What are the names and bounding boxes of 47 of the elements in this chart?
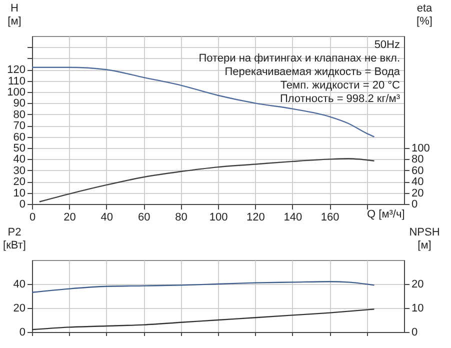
y-tick-label: 100 [7,86,26,98]
y2-tick-label: 20 [412,278,424,290]
y2-tick-label: 0 [412,326,418,338]
line-series [31,281,375,293]
x-tick-label: 20 [64,212,76,224]
x-tick-label: 140 [284,212,302,224]
annotation: Темп. жидкости = 20 °C [280,80,400,92]
annotation: Перекачиваемая жидкость = Вода [224,66,401,78]
x-tick-label: 60 [138,212,150,224]
y2-tick-label: 80 [412,154,424,166]
y2-axis-title: NPSH [м] [409,226,440,252]
line-series [31,66,375,138]
y-tick-label: 20 [13,176,26,188]
y2-tick-label: 10 [412,302,424,314]
x-tick-label: 120 [246,212,265,224]
x-tick-label: 0 [29,212,36,224]
y-tick-label: 0 [19,198,26,210]
y-axis-title: P2 [кВт] [3,226,26,252]
y-tick-label: 120 [7,64,26,76]
x-tick-label: 80 [175,212,188,224]
y2-tick-label: 20 [412,187,424,200]
y-tick-label: 40 [13,154,26,166]
x-tick-label: 160 [320,212,340,224]
y2-tick-label: 0 [412,198,418,210]
y2-tick-label: 60 [412,164,424,177]
y2-tick-label: 40 [412,176,424,188]
y2-axis-title: eta [%] [416,2,434,28]
y-tick-label: 30 [13,164,26,177]
y-tick-label: 10 [13,187,26,200]
x-tick-label: 100 [209,212,228,224]
y-tick-label: 90 [13,98,26,110]
y-tick-label: 0 [19,326,26,338]
y2-tick-label: 100 [412,142,430,154]
y-tick-label: 60 [13,131,26,144]
x-axis-title: Q [м³/ч] [367,208,405,220]
chart-title: 50Hz [374,39,400,51]
line-series [31,308,375,330]
y-tick-label: 40 [13,278,26,290]
y-tick-label: 70 [13,120,26,132]
annotation: Плотность = 998.2 кг/м³ [280,93,400,105]
y-tick-label: 110 [8,75,26,88]
annotation: Потери на фитингах и клапанах не вкл. [198,52,400,64]
y-tick-label: 50 [13,142,26,154]
y-tick-label: 80 [13,108,26,121]
y-axis-title: H [м] [8,2,22,28]
y-tick-label: 20 [13,302,26,314]
x-tick-label: 40 [100,212,114,224]
